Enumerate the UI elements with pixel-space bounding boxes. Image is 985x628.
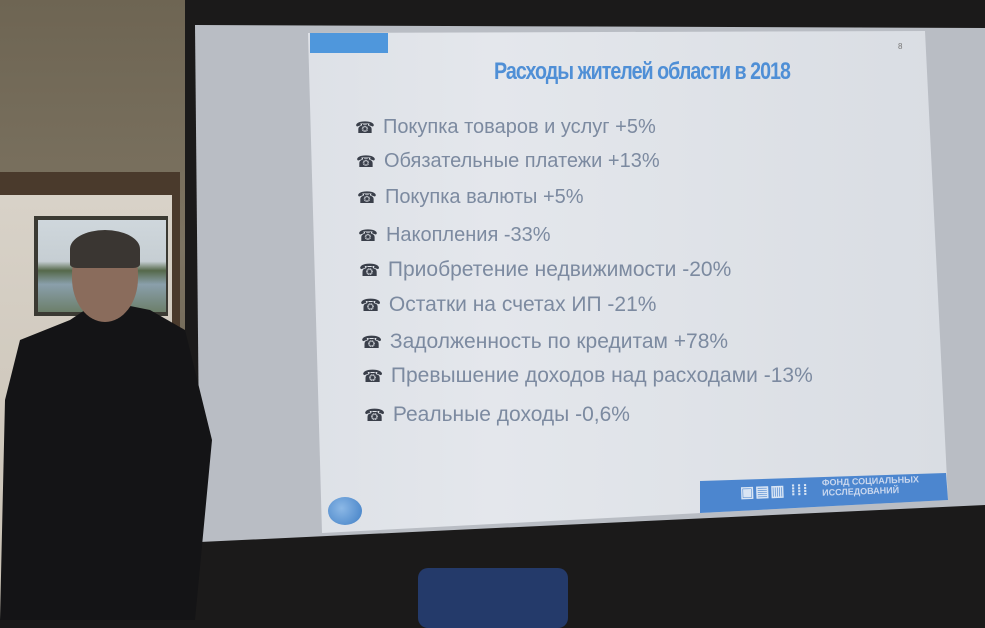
phone-icon: ☎ — [361, 333, 382, 352]
corner-logo-icon — [328, 497, 362, 525]
phone-icon: ☎ — [359, 261, 380, 280]
bullet-text: Обязательные платежи +13% — [383, 150, 660, 172]
bullet-item: ☎ Покупка товаров и услуг +5% — [355, 116, 656, 139]
bullet-text: Приобретение недвижимости -20% — [387, 258, 732, 281]
bullet-text: Превышение доходов над расходами -13% — [390, 364, 813, 387]
bullet-item: ☎ Превышение доходов над расходами -13% — [362, 364, 813, 388]
bullet-item: ☎ Покупка валюты +5% — [357, 186, 584, 209]
bullet-text: Покупка валюты +5% — [384, 186, 584, 208]
phone-icon: ☎ — [358, 228, 378, 245]
phone-icon: ☎ — [357, 190, 377, 207]
chair — [418, 568, 568, 628]
phone-icon: ☎ — [362, 367, 383, 386]
bullet-text: Реальные доходы -0,6% — [392, 403, 630, 426]
bullet-text: Задолженность по кредитам +78% — [389, 330, 729, 353]
presenter-hair — [70, 230, 140, 268]
bullet-text: Остатки на счетах ИП -21% — [388, 293, 657, 316]
bullet-item: ☎ Реальные доходы -0,6% — [364, 403, 630, 427]
org-name: ФОНД СОЦИАЛЬНЫХ ИССЛЕДОВАНИЙ — [822, 474, 920, 497]
phone-icon: ☎ — [355, 120, 375, 137]
bullet-item: ☎ Обязательные платежи +13% — [356, 150, 660, 173]
bullet-item: ☎ Задолженность по кредитам +78% — [361, 330, 728, 354]
slide-title: Расходы жителей области в 2018 — [494, 58, 791, 85]
org-logo: ▣▤▥ ⁞⁞⁞ — [739, 481, 809, 502]
bullet-item: ☎ Приобретение недвижимости -20% — [359, 258, 731, 282]
bullet-item: ☎ Накопления -33% — [358, 224, 551, 247]
bullet-text: Накопления -33% — [385, 224, 551, 246]
bullet-item: ☎ Остатки на счетах ИП -21% — [360, 293, 656, 317]
slide-accent-bar — [310, 33, 388, 53]
phone-icon: ☎ — [356, 154, 376, 171]
bullet-text: Покупка товаров и услуг +5% — [382, 116, 656, 138]
phone-icon: ☎ — [360, 296, 381, 315]
phone-icon: ☎ — [364, 406, 385, 425]
slide-page-number: 8 — [898, 42, 903, 51]
